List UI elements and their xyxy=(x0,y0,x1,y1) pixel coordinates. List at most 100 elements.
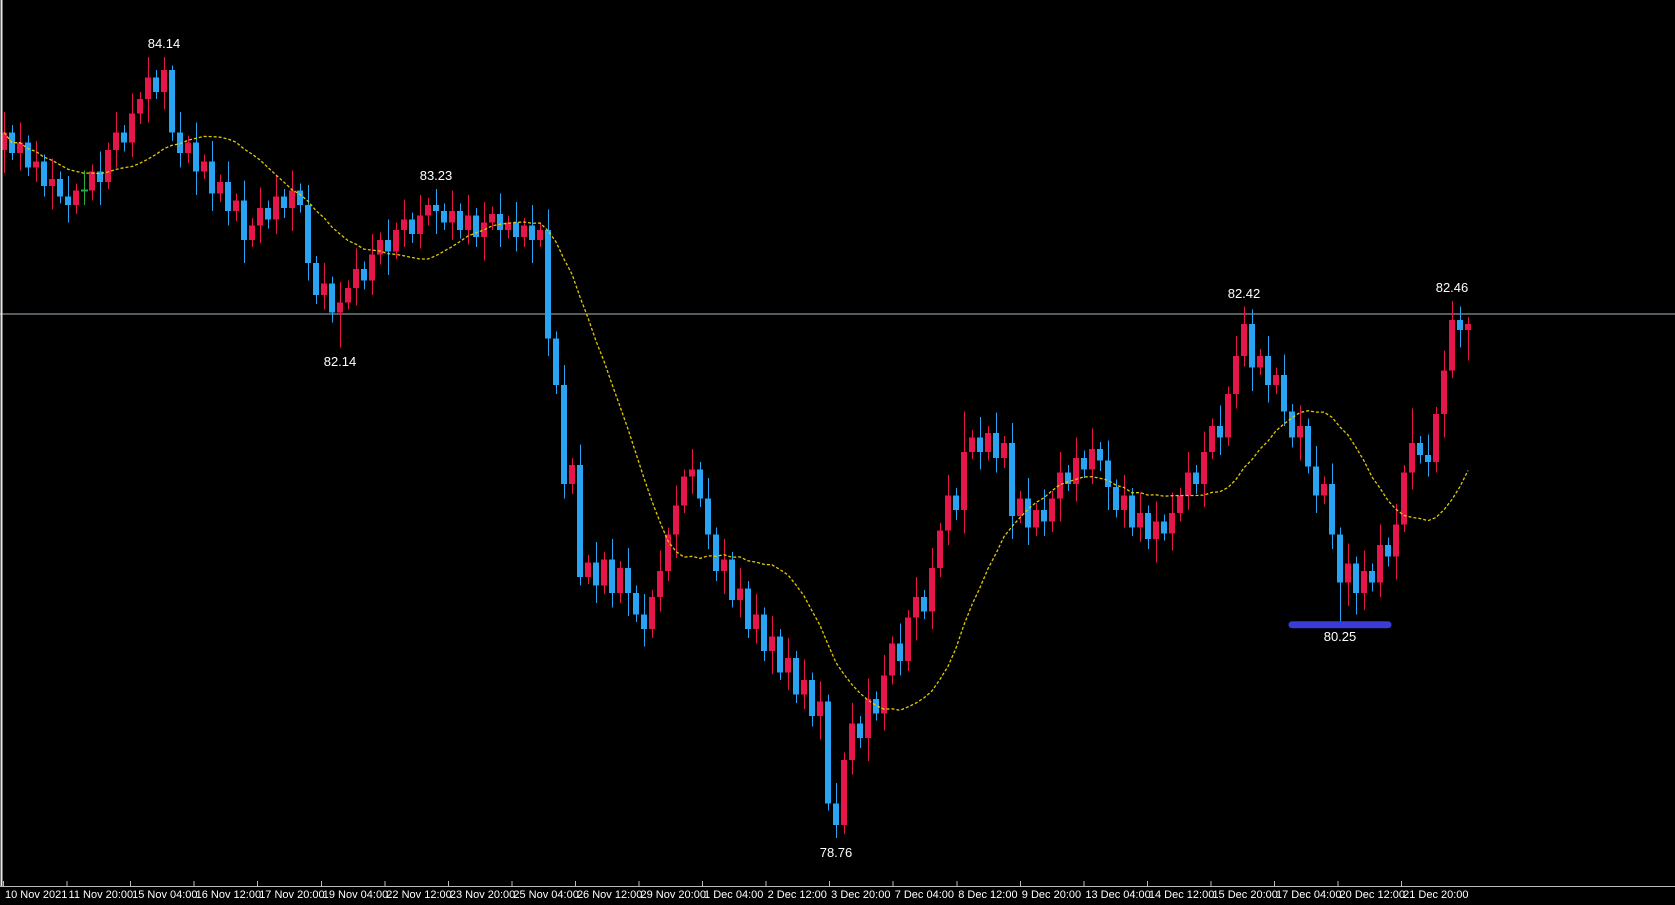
time-axis-label: 1 Dec 04:00 xyxy=(704,889,764,901)
time-axis-label: 20 Dec 12:00 xyxy=(1339,889,1405,901)
candle-body xyxy=(689,469,695,477)
candle-body xyxy=(337,302,343,313)
candle-body xyxy=(801,679,807,695)
candle-body xyxy=(697,469,703,499)
candle-body xyxy=(649,597,655,630)
candle-body xyxy=(1409,443,1415,473)
candle-body xyxy=(257,208,263,226)
candle-body xyxy=(17,142,23,153)
candle-body xyxy=(833,803,839,826)
candle-body xyxy=(1265,356,1271,386)
candle-body xyxy=(1073,457,1079,484)
candle-body xyxy=(889,643,895,676)
candle-body xyxy=(1329,483,1335,535)
time-axis-label: 22 Nov 12:00 xyxy=(386,889,452,901)
candle-body xyxy=(521,225,527,238)
time-axis-label: 17 Nov 20:00 xyxy=(259,889,325,901)
candle-body xyxy=(1161,521,1167,534)
candle-body xyxy=(1417,443,1423,455)
time-axis-label: 17 Dec 04:00 xyxy=(1276,889,1342,901)
candle-body xyxy=(1,132,7,150)
candle-body xyxy=(1281,374,1287,412)
candle-body xyxy=(353,268,359,288)
candle-body xyxy=(121,132,127,143)
candle-body xyxy=(1025,498,1031,528)
time-axis-label: 8 Dec 12:00 xyxy=(958,889,1018,901)
candle-body xyxy=(41,161,47,187)
candle-body xyxy=(753,614,759,630)
candle-body xyxy=(601,559,607,586)
candle-body xyxy=(57,178,63,197)
candle-body xyxy=(977,437,983,452)
candle-body xyxy=(1449,319,1455,371)
candle-body xyxy=(33,161,39,168)
candle-body xyxy=(1313,466,1319,496)
candle-body xyxy=(921,597,927,612)
candle-body xyxy=(1273,374,1279,386)
candle-body xyxy=(1177,495,1183,513)
price-annotation: 82.42 xyxy=(1227,285,1261,301)
candle-body xyxy=(593,562,599,586)
time-axis-label: 2 Dec 12:00 xyxy=(767,889,827,901)
candle-body xyxy=(385,239,391,252)
candle-body xyxy=(913,597,919,618)
candle-body xyxy=(209,161,215,194)
candle-body xyxy=(825,701,831,804)
candle-body xyxy=(1153,521,1159,540)
candle-body xyxy=(105,149,111,182)
candle-body xyxy=(1041,510,1047,522)
candle-body xyxy=(169,70,175,133)
doji-cross xyxy=(81,189,88,192)
candle-body xyxy=(1401,472,1407,525)
candle-body xyxy=(1441,370,1447,415)
candle-body xyxy=(329,283,335,313)
candle-body xyxy=(1089,449,1095,470)
candle-body xyxy=(929,568,935,612)
candle-body xyxy=(1249,324,1255,368)
candle-body xyxy=(481,222,487,238)
candle-body xyxy=(1425,454,1431,463)
candle-body xyxy=(313,263,319,296)
candle-body xyxy=(465,215,471,230)
candle-body xyxy=(321,283,327,296)
candle-body xyxy=(1105,460,1111,487)
candle-body xyxy=(1337,534,1343,583)
candle-body xyxy=(617,568,623,593)
candle-body xyxy=(633,592,639,615)
time-axis-label: 7 Dec 04:00 xyxy=(894,889,955,901)
candle-body xyxy=(873,698,879,714)
candle-body xyxy=(1393,524,1399,557)
candle-body xyxy=(681,476,687,506)
candle-body xyxy=(969,437,975,452)
candle-body xyxy=(505,222,511,230)
time-axis-label: 11 Nov 20:00 xyxy=(68,889,134,901)
candle-body xyxy=(529,225,535,240)
candle-body xyxy=(489,213,495,223)
moving-average-line xyxy=(3,132,1469,711)
candle-body xyxy=(1145,512,1151,540)
candle-body xyxy=(129,113,135,143)
candle-body xyxy=(1433,414,1439,463)
candle-body xyxy=(1097,449,1103,461)
candle-body xyxy=(241,200,247,240)
candle-body xyxy=(161,70,167,92)
candle-body xyxy=(1049,498,1055,522)
candle-body xyxy=(457,210,463,230)
candle-body xyxy=(1465,324,1471,330)
candle-body xyxy=(1057,472,1063,499)
candle-body xyxy=(673,505,679,535)
time-axis-label: 25 Nov 04:00 xyxy=(513,889,579,901)
candle-body xyxy=(73,190,79,206)
candle-body xyxy=(1321,483,1327,496)
time-axis-label: 10 Nov 2021 xyxy=(5,889,68,901)
candle-body xyxy=(25,142,31,168)
candle-body xyxy=(625,568,631,593)
time-axis-label: 13 Dec 04:00 xyxy=(1085,889,1151,901)
candle-body xyxy=(1369,571,1375,583)
candle-body xyxy=(153,77,159,92)
candle-body xyxy=(569,465,575,484)
candle-body xyxy=(225,181,231,211)
candle-body xyxy=(497,213,503,230)
